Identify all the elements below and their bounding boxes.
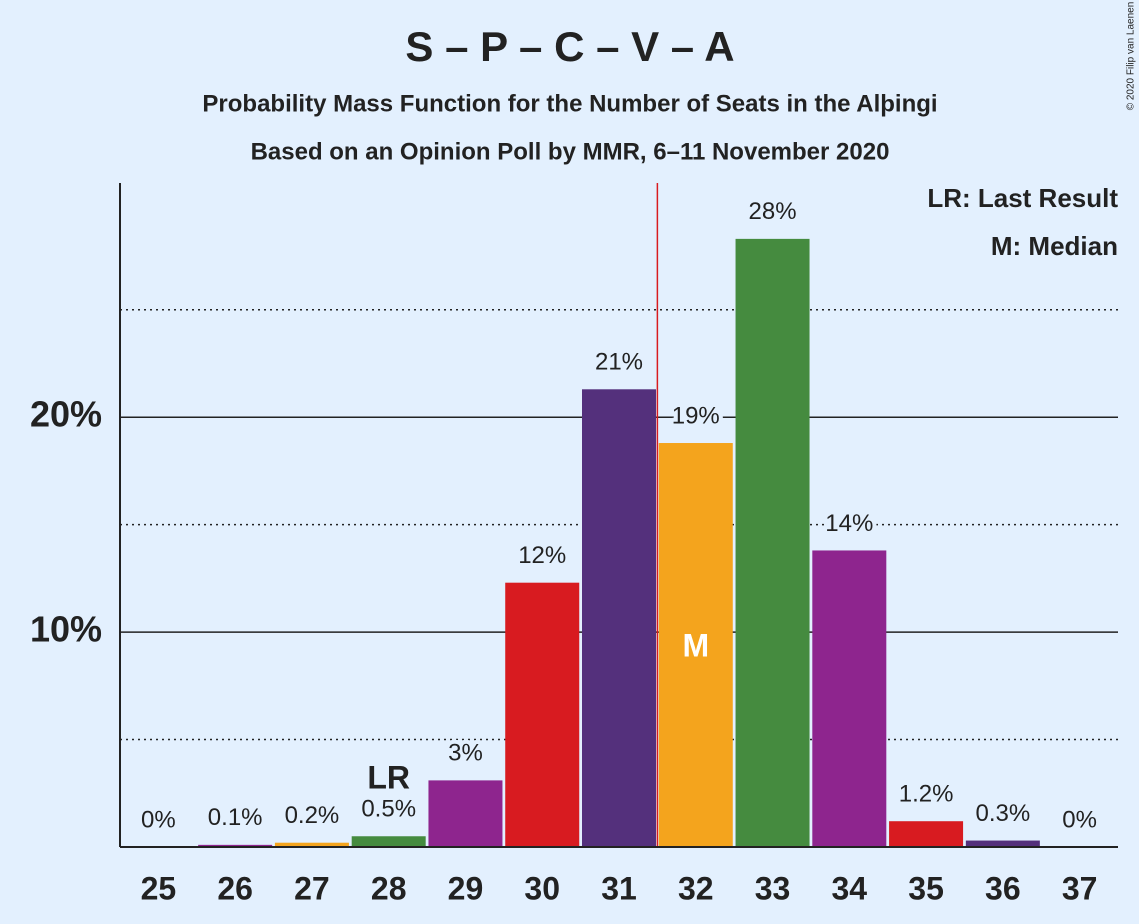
x-tick-label: 27	[294, 870, 330, 906]
bar	[658, 443, 733, 847]
annotation: M	[682, 628, 709, 664]
x-tick-label: 26	[217, 870, 253, 906]
x-tick-label: 25	[141, 870, 177, 906]
value-label: 14%	[825, 510, 873, 537]
legend-entry: M: Median	[991, 231, 1118, 261]
x-tick-label: 28	[371, 870, 407, 906]
bar	[505, 582, 580, 847]
annotation: LR	[367, 760, 410, 796]
x-tick-label: 29	[448, 870, 484, 906]
x-tick-label: 34	[832, 870, 868, 906]
value-label: 28%	[749, 198, 797, 225]
x-tick-label: 31	[601, 870, 637, 906]
x-tick-label: 36	[985, 870, 1021, 906]
x-tick-label: 37	[1062, 870, 1098, 906]
credit: © 2020 Filip van Laenen	[1126, 2, 1137, 111]
x-tick-label: 35	[908, 870, 944, 906]
y-tick-label: 10%	[30, 609, 102, 650]
chart-subtitle: Based on an Opinion Poll by MMR, 6–11 No…	[251, 138, 890, 165]
value-label: 0.2%	[285, 802, 340, 829]
value-label: 12%	[518, 542, 566, 569]
bar	[274, 842, 349, 847]
bar	[735, 238, 810, 847]
value-label: 21%	[595, 349, 643, 376]
value-label: 0.3%	[975, 800, 1030, 827]
chart-subtitle: Probability Mass Function for the Number…	[202, 90, 937, 117]
bar	[889, 821, 964, 847]
value-label: 0.5%	[361, 796, 416, 823]
value-label: 19%	[672, 402, 720, 429]
value-label: 3%	[448, 740, 483, 767]
value-label: 0%	[1062, 806, 1097, 833]
bar	[965, 840, 1040, 847]
x-tick-label: 30	[524, 870, 560, 906]
bar	[198, 844, 273, 847]
legend-entry: LR: Last Result	[927, 183, 1118, 213]
value-label: 0.1%	[208, 804, 263, 831]
value-label: 0%	[141, 806, 176, 833]
chart-title: S – P – C – V – A	[405, 23, 734, 70]
value-label: 1.2%	[899, 781, 954, 808]
x-tick-label: 33	[755, 870, 791, 906]
bar	[351, 836, 426, 847]
bar	[582, 389, 656, 847]
bar	[812, 550, 887, 847]
x-tick-label: 32	[678, 870, 714, 906]
bar	[428, 780, 503, 847]
y-tick-label: 20%	[30, 394, 102, 435]
